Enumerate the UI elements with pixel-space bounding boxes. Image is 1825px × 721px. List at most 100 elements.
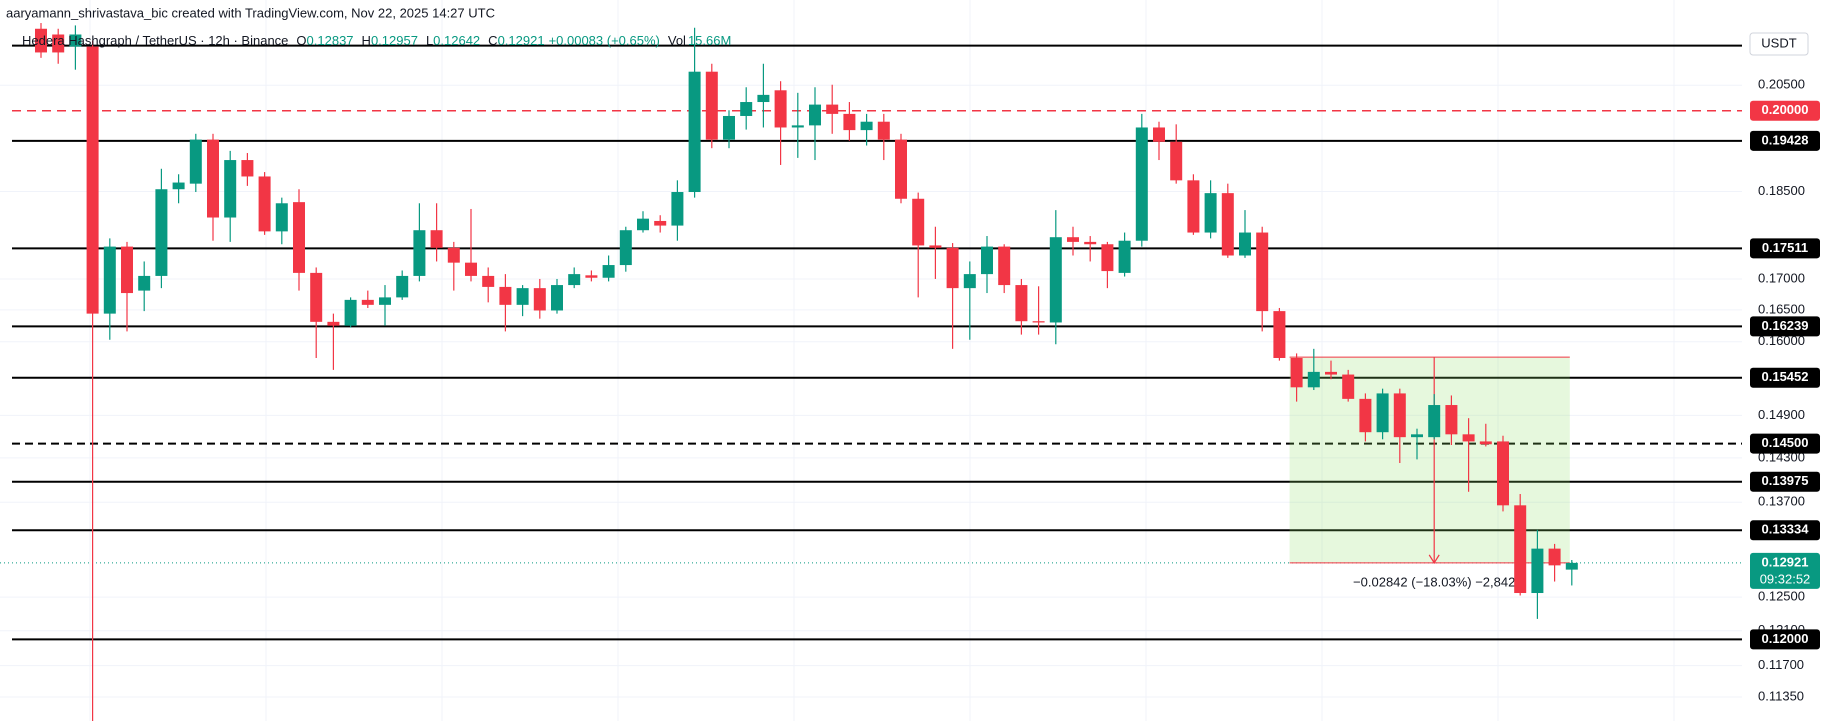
candle-body	[1514, 505, 1527, 594]
candle-body	[379, 297, 391, 305]
legend-key: L	[426, 33, 433, 48]
candle-body	[327, 321, 340, 326]
candle-body	[981, 246, 993, 275]
candle-body	[516, 288, 529, 305]
level-badge	[1750, 629, 1820, 650]
candle-body	[241, 160, 254, 177]
candle-body	[1445, 405, 1458, 435]
currency-box[interactable]	[1749, 32, 1809, 56]
legend-volume: 15.66M	[688, 33, 731, 48]
candle-body	[723, 115, 735, 140]
legend-volume-key: Vol	[668, 33, 686, 48]
candle-body	[1497, 441, 1509, 506]
candle-body	[929, 245, 942, 248]
candle-body	[310, 272, 323, 322]
candle-body	[413, 230, 426, 276]
y-tick-label: 0.11700	[1758, 657, 1804, 672]
candle-body	[1187, 180, 1200, 233]
measure-label: −0.02842 (−18.03%) −2,842	[1353, 574, 1515, 589]
legend-key: O	[296, 33, 306, 48]
level-badge	[1750, 238, 1820, 259]
y-tick-label: 0.20500	[1758, 77, 1805, 92]
candle-body	[138, 275, 151, 291]
candle-body	[1067, 237, 1079, 242]
candle-body	[551, 285, 563, 311]
candle-body	[602, 265, 615, 278]
level-label: 0.12000	[1762, 631, 1809, 646]
candle-body	[1325, 371, 1337, 375]
legend-value: 0.12921	[498, 33, 545, 48]
measure-box	[1289, 357, 1570, 563]
candle-body	[688, 71, 701, 193]
y-tick-label: 0.18500	[1758, 183, 1805, 198]
candle-body	[69, 34, 82, 47]
level-label: 0.13975	[1762, 473, 1809, 488]
candle-body	[482, 275, 495, 287]
candle-body	[103, 246, 116, 314]
candle-body	[1015, 285, 1028, 322]
legend-key: C	[488, 33, 497, 48]
candle-body	[998, 246, 1011, 286]
candle-body	[791, 125, 804, 128]
candle-body	[1118, 240, 1131, 273]
level-badge	[1750, 471, 1820, 492]
level-badge	[1750, 130, 1820, 151]
candle-body	[1307, 371, 1320, 388]
candle-body	[1290, 357, 1303, 388]
candle-body	[757, 94, 770, 103]
level-label: 0.15452	[1762, 369, 1809, 384]
candle-body	[447, 247, 460, 263]
candle-body	[224, 160, 237, 218]
y-tick-label: 0.12500	[1758, 589, 1805, 604]
countdown: 09:32:52	[1760, 571, 1811, 586]
alert-label: 0.20000	[1762, 102, 1809, 117]
alert-badge	[1750, 100, 1820, 121]
candle-body	[843, 113, 856, 131]
y-tick-label: 0.16000	[1758, 333, 1805, 348]
candle-body	[1049, 237, 1062, 323]
candle-body	[1135, 127, 1148, 241]
header: aaryamann_shrivastava_bic created with T…	[6, 5, 495, 20]
candle-body	[826, 104, 839, 114]
candle-body	[1565, 562, 1578, 570]
y-tick-label: 0.17000	[1758, 270, 1805, 285]
candle-body	[1531, 548, 1544, 594]
candle-body	[1428, 405, 1441, 438]
candle-body	[293, 202, 305, 273]
legend-value: 0.12837	[307, 33, 354, 48]
level-label: 0.19428	[1762, 132, 1809, 147]
candle-body	[895, 139, 907, 199]
level-label: 0.17511	[1762, 240, 1808, 255]
y-tick-label: 0.16500	[1758, 301, 1805, 316]
candle-body	[1032, 321, 1045, 323]
measure-arrow-head	[1428, 554, 1440, 565]
candle-body	[172, 182, 185, 190]
level-label: 0.14500	[1762, 435, 1809, 450]
legend-text: Hedera Hashgraph / TetherUS · 12h · Bina…	[22, 33, 731, 48]
candle-body	[1084, 241, 1097, 245]
candle-body	[121, 246, 133, 294]
candles	[35, 23, 1578, 721]
level-badge	[1750, 316, 1820, 337]
candle-body	[963, 274, 976, 289]
currency: USDT	[1761, 35, 1796, 50]
y-tick-label: 0.11350	[1758, 688, 1804, 703]
candle-body	[809, 104, 821, 126]
candle-body	[740, 102, 753, 116]
price-axis: 0.20500 0.18500 0.17000 0.16500 0.16000 0.149…	[1750, 77, 1820, 703]
candle-body	[1462, 434, 1475, 442]
candle-body	[619, 230, 632, 266]
level-badge	[1750, 367, 1820, 388]
candle-body	[1411, 434, 1423, 438]
candle-body	[568, 274, 581, 286]
candle-body	[86, 46, 99, 314]
legend-value: 0.12642	[433, 33, 480, 48]
candle-body	[1273, 311, 1286, 358]
legend: Hedera Hashgraph / TetherUS · 12h · Bina…	[22, 33, 731, 48]
candle-body	[361, 299, 374, 305]
legend-change: +0.00083 (+0.65%)	[549, 33, 660, 48]
candle-body	[877, 121, 890, 140]
candle-body	[1479, 441, 1492, 445]
